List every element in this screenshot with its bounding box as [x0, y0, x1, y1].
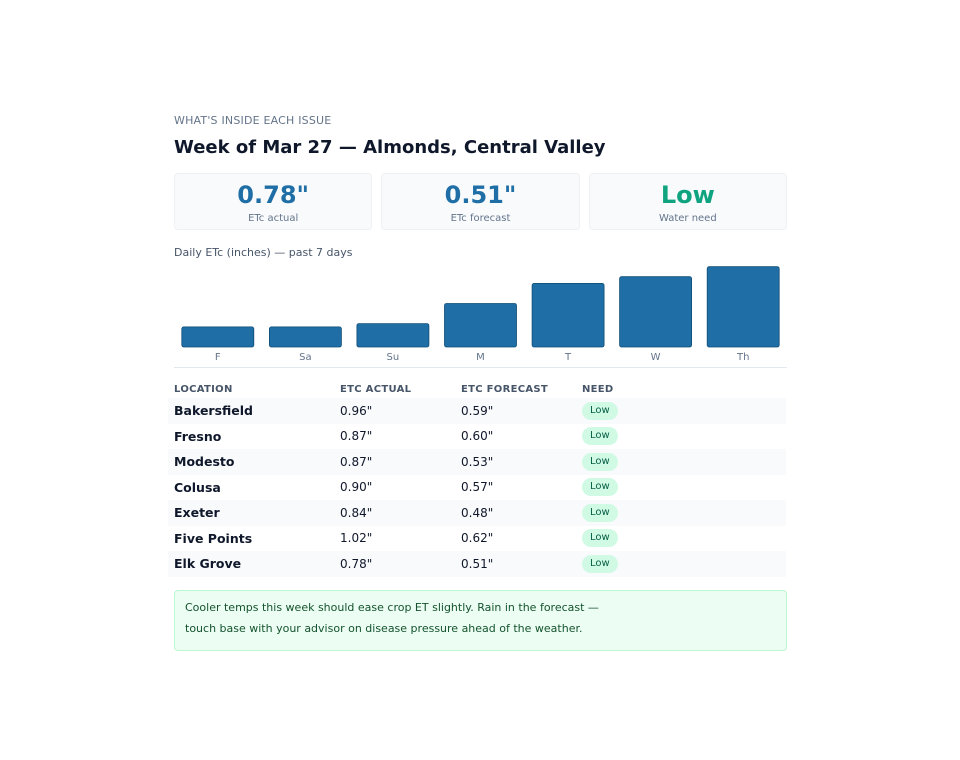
- bar-w: [619, 276, 693, 348]
- etc-forecast-value: 0.60": [461, 429, 494, 444]
- need-badge: Low: [582, 427, 618, 446]
- bar-m: [444, 303, 517, 348]
- column-header-etc-actual: ETC ACTUAL: [340, 383, 412, 395]
- table-row: Five Points 1.02" 0.62" Low: [168, 526, 786, 552]
- table-row: Modesto 0.87" 0.53" Low: [168, 449, 786, 475]
- bar-su: [356, 323, 430, 348]
- need-badge: Low: [582, 529, 618, 548]
- etc-forecast-value: 0.57": [461, 480, 494, 495]
- tick-label-m: M: [476, 352, 485, 363]
- location-name: Exeter: [168, 500, 334, 526]
- table-row: Elk Grove 0.78" 0.51" Low: [168, 551, 786, 577]
- stat-label: Water need: [658, 213, 717, 224]
- need-cell: Low: [576, 551, 786, 577]
- daily-etc-chart: F Sa Su M T W Th: [174, 260, 787, 367]
- location-name: Five Points: [174, 530, 253, 546]
- etc-actual-value: 1.02": [340, 531, 373, 546]
- etc-actual-value: 0.90": [340, 480, 373, 495]
- bar-th: [706, 266, 780, 348]
- chart-caption: Daily ETc (inches) — past 7 days: [174, 246, 353, 259]
- etc-actual-value: 0.78": [334, 551, 455, 577]
- column-header-need: NEED: [582, 383, 614, 395]
- stat-value: Low: [660, 181, 715, 209]
- page-title: Week of Mar 27 — Almonds, Central Valley: [174, 137, 606, 158]
- table-row: Fresno 0.87" 0.60" Low: [168, 424, 786, 450]
- table-header-row: LOCATION ETC ACTUAL ETC FORECAST NEED: [168, 380, 786, 398]
- location-name: Colusa: [174, 479, 221, 495]
- location-table: LOCATION ETC ACTUAL ETC FORECAST NEED Ba…: [168, 380, 786, 577]
- table-row: Exeter 0.84" 0.48" Low: [168, 500, 786, 526]
- stat-cards: 0.78" ETc actual 0.51" ETc forecast Low …: [174, 173, 787, 230]
- need-badge: Low: [582, 452, 618, 471]
- tick-label-t: T: [564, 352, 572, 363]
- bar-chart-svg: F Sa Su M T W Th: [181, 266, 780, 363]
- etc-forecast-value: 0.62": [461, 531, 494, 546]
- divider: [174, 367, 787, 368]
- etc-forecast-value: 0.48": [455, 500, 576, 526]
- tick-label-sa: Sa: [299, 352, 311, 363]
- need-cell: Low: [576, 526, 786, 552]
- tick-label-th: Th: [736, 352, 749, 363]
- advisory-note: Cooler temps this week should ease crop …: [174, 589, 787, 651]
- column-header-etc-forecast: ETC FORECAST: [461, 383, 549, 395]
- etc-forecast-value: 0.51": [455, 551, 576, 577]
- etc-forecast-value: 0.59": [455, 398, 576, 424]
- stat-label: ETc actual: [248, 213, 299, 224]
- stat-card-etc-forecast: 0.51" ETc forecast: [381, 173, 580, 230]
- location-name: Bakersfield: [168, 398, 334, 424]
- tick-label-su: Su: [387, 352, 400, 363]
- etc-actual-value: 0.87": [334, 449, 455, 475]
- location-name: Fresno: [174, 428, 222, 444]
- need-cell: Low: [576, 500, 786, 526]
- etc-forecast-value: 0.53": [455, 449, 576, 475]
- newsletter-preview: WHAT'S INSIDE EACH ISSUE Week of Mar 27 …: [168, 113, 787, 651]
- need-badge: Low: [582, 554, 618, 573]
- stat-card-water-need: Low Water need: [588, 173, 787, 230]
- need-badge: Low: [582, 478, 618, 497]
- etc-actual-value: 0.87": [340, 429, 373, 444]
- etc-actual-value: 0.84": [334, 500, 455, 526]
- need-badge: Low: [582, 401, 618, 420]
- stat-label: ETc forecast: [450, 213, 511, 224]
- location-name: Elk Grove: [168, 551, 334, 577]
- bar-t: [531, 282, 605, 348]
- stat-value: 0.51": [444, 181, 517, 209]
- table-row: Colusa 0.90" 0.57" Low: [168, 475, 786, 501]
- stat-card-etc-actual: 0.78" ETc actual: [174, 173, 373, 230]
- eyebrow-label: WHAT'S INSIDE EACH ISSUE: [174, 114, 332, 127]
- note-line: touch base with your advisor on disease …: [185, 621, 583, 635]
- column-header-location: LOCATION: [174, 383, 233, 395]
- location-name: Modesto: [168, 449, 334, 475]
- tick-label-w: W: [651, 352, 661, 363]
- etc-actual-value: 0.96": [334, 398, 455, 424]
- need-cell: Low: [576, 398, 786, 424]
- bar-f: [181, 326, 255, 348]
- need-cell: Low: [576, 424, 786, 450]
- need-badge: Low: [582, 503, 618, 522]
- tick-label-f: F: [215, 352, 221, 363]
- need-cell: Low: [576, 449, 786, 475]
- note-line: Cooler temps this week should ease crop …: [185, 600, 599, 614]
- need-cell: Low: [576, 475, 786, 501]
- table-row: Bakersfield 0.96" 0.59" Low: [168, 398, 786, 424]
- bar-sa: [269, 326, 342, 348]
- stat-value: 0.78": [237, 181, 310, 209]
